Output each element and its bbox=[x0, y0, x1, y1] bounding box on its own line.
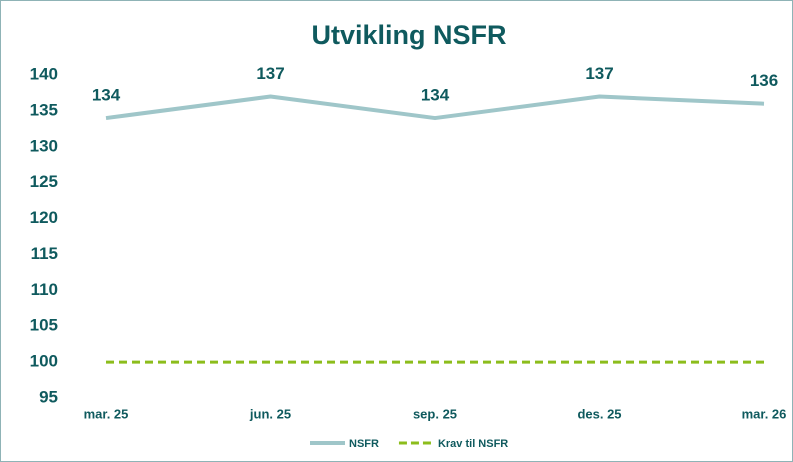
legend-label: Krav til NSFR bbox=[438, 438, 508, 450]
y-tick-label: 100 bbox=[30, 352, 58, 371]
x-tick-label: mar. 26 bbox=[742, 406, 787, 421]
x-tick-label: sep. 25 bbox=[413, 406, 457, 421]
x-tick-label: jun. 25 bbox=[249, 406, 291, 421]
x-tick-label: des. 25 bbox=[577, 406, 621, 421]
data-label: 134 bbox=[421, 86, 450, 105]
y-tick-label: 95 bbox=[39, 387, 58, 406]
y-tick-label: 105 bbox=[30, 316, 58, 335]
data-label: 137 bbox=[256, 64, 284, 83]
chart-title: Utvikling NSFR bbox=[311, 20, 506, 50]
y-tick-label: 115 bbox=[31, 244, 58, 263]
y-tick-label: 140 bbox=[30, 64, 58, 83]
legend-label: NSFR bbox=[349, 438, 379, 450]
y-tick-label: 135 bbox=[30, 100, 58, 119]
y-tick-label: 125 bbox=[30, 172, 58, 191]
data-label: 137 bbox=[585, 64, 613, 83]
y-tick-label: 130 bbox=[30, 136, 58, 155]
y-tick-label: 110 bbox=[31, 280, 58, 299]
data-label: 134 bbox=[92, 86, 121, 105]
x-tick-label: mar. 25 bbox=[84, 406, 129, 421]
y-tick-label: 120 bbox=[30, 208, 58, 227]
series-line bbox=[105, 94, 765, 121]
data-label: 136 bbox=[750, 71, 778, 90]
